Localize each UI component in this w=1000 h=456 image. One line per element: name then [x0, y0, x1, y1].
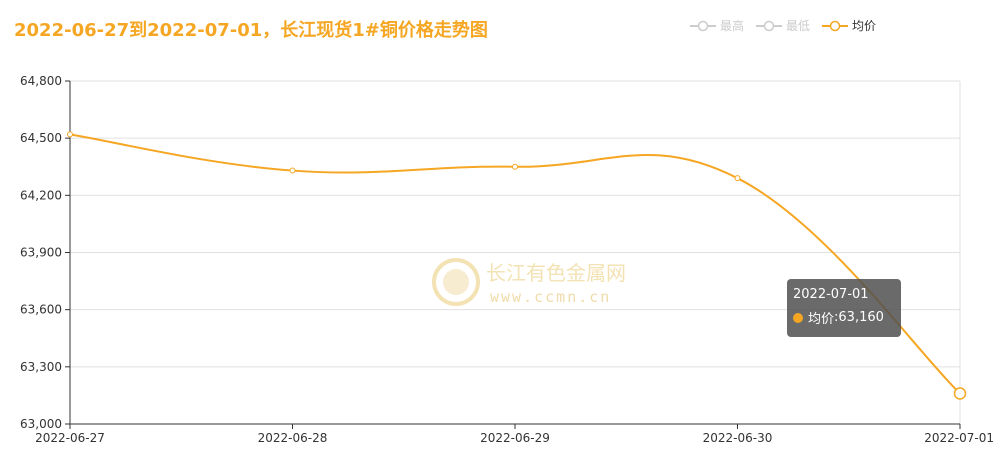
data-point[interactable]	[512, 163, 518, 170]
watermark-logo-icon	[432, 258, 480, 306]
legend-item-min[interactable]: 最低	[756, 17, 810, 34]
legend-marker-icon	[756, 20, 783, 31]
x-tick-label: 2022-06-29	[480, 431, 550, 445]
y-tick-label: 63,300	[20, 360, 62, 374]
tooltip-series-dot	[793, 312, 803, 323]
tooltip-value: 63,160	[838, 310, 884, 325]
series-line-avg	[69, 133, 961, 395]
x-tick-label: 2022-06-30	[703, 431, 773, 445]
x-tick-label: 2022-06-27	[35, 431, 105, 445]
data-point[interactable]	[67, 131, 73, 138]
watermark-name: 长江有色金属网	[486, 261, 626, 285]
x-tick-label: 2022-06-28	[258, 431, 328, 445]
legend-marker-icon	[822, 20, 849, 31]
x-tick-label: 2022-07-01	[924, 431, 994, 445]
legend-marker-icon	[690, 20, 716, 31]
data-point[interactable]	[289, 167, 296, 174]
legend-label: 均价	[852, 19, 877, 33]
tooltip-date: 2022-07-01	[793, 287, 869, 302]
chart-legend: 最高 最低 均价	[690, 17, 888, 34]
legend-item-max[interactable]: 最高	[690, 17, 744, 34]
y-tick-label: 64,500	[20, 131, 62, 145]
data-point[interactable]	[953, 387, 967, 400]
chart-title: 2022-06-27到2022-07-01，长江现货1#铜价格走势图	[14, 20, 488, 41]
watermark-logo-core	[443, 269, 469, 295]
y-tick-label: 63,900	[20, 246, 62, 260]
watermark: 长江有色金属网 www.ccmn.cn	[432, 258, 626, 306]
watermark-url: www.ccmn.cn	[490, 288, 611, 306]
y-tick-label: 63,600	[20, 303, 62, 317]
data-point[interactable]	[734, 175, 741, 182]
legend-label: 最低	[786, 19, 811, 33]
y-tick-label: 64,200	[20, 188, 62, 202]
legend-label: 最高	[720, 19, 745, 33]
chart-tooltip: 2022-07-01 均价: 63,160	[787, 279, 901, 337]
y-tick-label: 64,800	[20, 74, 62, 88]
y-tick-label: 63,000	[20, 417, 62, 431]
tooltip-series-name: 均价	[808, 312, 835, 327]
legend-item-avg[interactable]: 均价	[822, 17, 876, 34]
